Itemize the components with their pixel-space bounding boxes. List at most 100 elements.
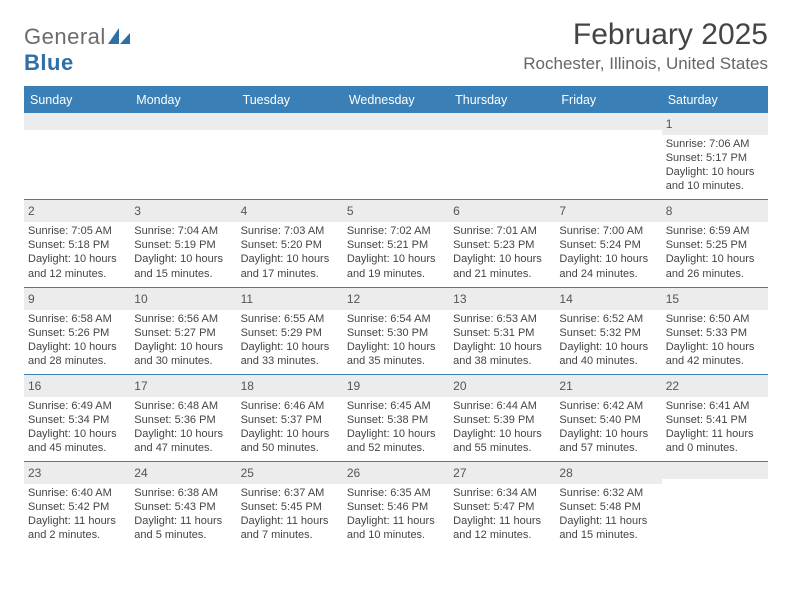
daylight-line1: Daylight: 10 hours <box>666 340 764 354</box>
day-number: 14 <box>559 292 572 306</box>
daylight-line1: Daylight: 10 hours <box>134 427 232 441</box>
day-number: 6 <box>453 204 460 218</box>
daynum-bar: 16 <box>24 375 130 397</box>
sunrise-text: Sunrise: 6:58 AM <box>28 312 126 326</box>
sunrise-text: Sunrise: 7:02 AM <box>347 224 445 238</box>
daynum-bar: 5 <box>343 200 449 222</box>
daylight-line2: and 35 minutes. <box>347 354 445 368</box>
calendar-cell: 1Sunrise: 7:06 AMSunset: 5:17 PMDaylight… <box>662 113 768 199</box>
daylight-line1: Daylight: 11 hours <box>347 514 445 528</box>
sunset-text: Sunset: 5:37 PM <box>241 413 339 427</box>
day-info: Sunrise: 6:44 AMSunset: 5:39 PMDaylight:… <box>453 399 551 455</box>
daynum-bar: 27 <box>449 462 555 484</box>
daynum-bar: 13 <box>449 288 555 310</box>
daylight-line1: Daylight: 10 hours <box>347 427 445 441</box>
day-number: 4 <box>241 204 248 218</box>
daynum-bar: 19 <box>343 375 449 397</box>
sunrise-text: Sunrise: 6:38 AM <box>134 486 232 500</box>
daynum-bar: 3 <box>130 200 236 222</box>
sunrise-text: Sunrise: 6:40 AM <box>28 486 126 500</box>
sunrise-text: Sunrise: 6:54 AM <box>347 312 445 326</box>
day-number: 26 <box>347 466 360 480</box>
calendar-cell: 9Sunrise: 6:58 AMSunset: 5:26 PMDaylight… <box>24 288 130 374</box>
sunset-text: Sunset: 5:38 PM <box>347 413 445 427</box>
calendar-cell: 22 Sunrise: 6:41 AMSunset: 5:41 PMDayligh… <box>662 375 768 461</box>
daylight-line2: and 57 minutes. <box>559 441 657 455</box>
daynum-bar <box>343 113 449 130</box>
sunrise-text: Sunrise: 6:52 AM <box>559 312 657 326</box>
daylight-line1: Daylight: 10 hours <box>241 340 339 354</box>
day-info: Sunrise: 6:41 AMSunset: 5:41 PMDaylight:… <box>666 399 764 455</box>
daylight-line2: and 42 minutes. <box>666 354 764 368</box>
daylight-line1: Daylight: 11 hours <box>559 514 657 528</box>
sunset-text: Sunset: 5:45 PM <box>241 500 339 514</box>
daylight-line1: Daylight: 10 hours <box>241 427 339 441</box>
day-info: Sunrise: 6:45 AMSunset: 5:38 PMDaylight:… <box>347 399 445 455</box>
sunrise-text: Sunrise: 7:01 AM <box>453 224 551 238</box>
daylight-line2: and 45 minutes. <box>28 441 126 455</box>
daynum-bar: 9 <box>24 288 130 310</box>
sunrise-text: Sunrise: 6:34 AM <box>453 486 551 500</box>
calendar-cell: 14Sunrise: 6:52 AMSunset: 5:32 PMDayligh… <box>555 288 661 374</box>
daylight-line2: and 26 minutes. <box>666 267 764 281</box>
calendar-cell <box>343 113 449 199</box>
daylight-line1: Daylight: 11 hours <box>453 514 551 528</box>
sunrise-text: Sunrise: 6:59 AM <box>666 224 764 238</box>
day-info: Sunrise: 6:59 AMSunset: 5:25 PMDaylight:… <box>666 224 764 280</box>
sunset-text: Sunset: 5:34 PM <box>28 413 126 427</box>
daynum-bar <box>130 113 236 130</box>
sunrise-text: Sunrise: 6:56 AM <box>134 312 232 326</box>
sunset-text: Sunset: 5:36 PM <box>134 413 232 427</box>
daylight-line2: and 28 minutes. <box>28 354 126 368</box>
daylight-line1: Daylight: 10 hours <box>28 427 126 441</box>
title-block: February 2025 Rochester, Illinois, Unite… <box>523 18 768 74</box>
daylight-line2: and 15 minutes. <box>559 528 657 542</box>
daylight-line2: and 0 minutes. <box>666 441 764 455</box>
day-info: Sunrise: 7:06 AMSunset: 5:17 PMDaylight:… <box>666 137 764 193</box>
day-info: Sunrise: 6:56 AMSunset: 5:27 PMDaylight:… <box>134 312 232 368</box>
sunset-text: Sunset: 5:40 PM <box>559 413 657 427</box>
daynum-bar <box>555 113 661 130</box>
daylight-line2: and 38 minutes. <box>453 354 551 368</box>
day-info: Sunrise: 6:55 AMSunset: 5:29 PMDaylight:… <box>241 312 339 368</box>
day-number: 9 <box>28 292 35 306</box>
calendar-week: 2Sunrise: 7:05 AMSunset: 5:18 PMDaylight… <box>24 199 768 286</box>
calendar-week: 9 Sunrise: 6:58 AMSunset: 5:26 PM Daylight… <box>24 287 768 374</box>
daylight-line2: and 40 minutes. <box>559 354 657 368</box>
day-info: Sunrise: 6:42 AMSunset: 5:40 PMDaylight:… <box>559 399 657 455</box>
sunrise-text: Sunrise: 7:05 AM <box>28 224 126 238</box>
day-info: Sunrise: 6:46 AMSunset: 5:37 PMDaylight:… <box>241 399 339 455</box>
calendar-cell: 10Sunrise: 6:56 AMSunset: 5:27 PMDayligh… <box>130 288 236 374</box>
daynum-bar: 7 <box>555 200 661 222</box>
calendar-cell: 7Sunrise: 7:00 AMSunset: 5:24 PMDaylight… <box>555 200 661 286</box>
daynum-bar: 10 <box>130 288 236 310</box>
weekday-monday: Monday <box>130 88 236 112</box>
sunset-text: Sunset: 5:19 PM <box>134 238 232 252</box>
daynum-bar: 2 <box>24 200 130 222</box>
daynum-bar <box>24 113 130 130</box>
sunset-text: Sunset: 5:24 PM <box>559 238 657 252</box>
sunrise-text: Sunrise: 6:41 AM <box>666 399 764 413</box>
sunrise-text: Sunrise: 7:04 AM <box>134 224 232 238</box>
day-number: 22 <box>666 379 679 393</box>
calendar-cell: 15Sunrise: 6:50 AMSunset: 5:33 PMDayligh… <box>662 288 768 374</box>
header-row: General Blue February 2025 Rochester, Il… <box>24 18 768 76</box>
daylight-line1: Daylight: 10 hours <box>347 340 445 354</box>
daynum-bar: 23 <box>24 462 130 484</box>
calendar-cell: 23Sunrise: 6:40 AMSunset: 5:42 PMDayligh… <box>24 462 130 548</box>
day-info: Sunrise: 6:40 AMSunset: 5:42 PMDaylight:… <box>28 486 126 542</box>
daylight-line1: Daylight: 10 hours <box>241 252 339 266</box>
sunset-text: Sunset: 5:46 PM <box>347 500 445 514</box>
sunset-text: Sunset: 5:26 PM <box>28 326 126 340</box>
day-number: 8 <box>666 204 673 218</box>
daynum-bar: 20 <box>449 375 555 397</box>
day-info: Sunrise: 6:49 AMSunset: 5:34 PMDaylight:… <box>28 399 126 455</box>
day-number: 27 <box>453 466 466 480</box>
daylight-line2: and 7 minutes. <box>241 528 339 542</box>
sunrise-text: Sunrise: 6:42 AM <box>559 399 657 413</box>
sunrise-text: Sunrise: 6:37 AM <box>241 486 339 500</box>
daylight-line1: Daylight: 11 hours <box>241 514 339 528</box>
calendar-cell: 26Sunrise: 6:35 AMSunset: 5:46 PMDayligh… <box>343 462 449 548</box>
sunrise-text: Sunrise: 6:46 AM <box>241 399 339 413</box>
calendar-page: General Blue February 2025 Rochester, Il… <box>0 0 792 549</box>
